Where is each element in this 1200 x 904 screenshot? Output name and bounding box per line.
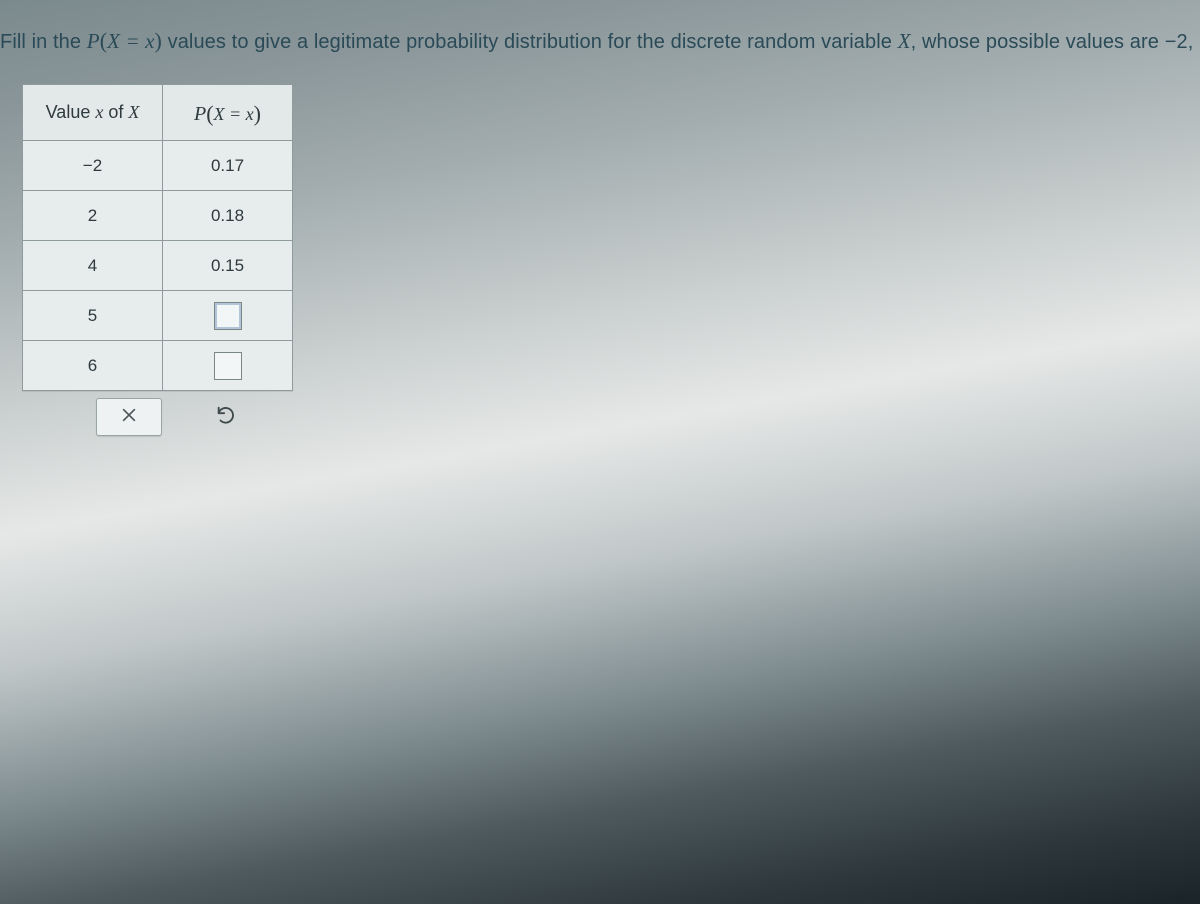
probability-table: Value x of X P(X = x) −2 0.17 2 0.18 4 0… [22, 84, 293, 391]
probability-input-5[interactable] [214, 302, 242, 330]
prompt-Xeqx: X = x [107, 29, 154, 53]
question-prompt: Fill in the P(X = x) values to give a le… [0, 28, 1200, 54]
table-row: 2 0.18 [23, 191, 293, 241]
table-header-row: Value x of X P(X = x) [23, 85, 293, 141]
prompt-Xvar: X [898, 29, 911, 53]
prompt-rparen: ) [155, 28, 162, 53]
prompt-text: Fill in the [0, 31, 87, 53]
table-row: −2 0.17 [23, 141, 293, 191]
cell-p-input [163, 291, 293, 341]
prompt-P: P [87, 29, 100, 53]
cell-p: 0.15 [163, 241, 293, 291]
prompt-vals: −2, 2, 4, 5, [1165, 31, 1200, 53]
table-body: −2 0.17 2 0.18 4 0.15 5 6 [23, 141, 293, 391]
header-p-rparen: ) [254, 101, 261, 126]
header-p-expr: X = x [214, 104, 254, 124]
clear-button[interactable] [96, 398, 162, 436]
header-x-pre: Value [46, 102, 96, 122]
prompt-tail1: , whose possible values are [911, 31, 1165, 53]
cell-x: 4 [23, 241, 163, 291]
table-row: 5 [23, 291, 293, 341]
prompt-mid: values to give a legitimate probability … [162, 31, 898, 53]
close-icon [119, 405, 139, 430]
cell-p: 0.18 [163, 191, 293, 241]
cell-p: 0.17 [163, 141, 293, 191]
cell-x: −2 [23, 141, 163, 191]
header-p-lparen: ( [206, 101, 213, 126]
cell-x: 6 [23, 341, 163, 391]
probability-input-6[interactable] [214, 352, 242, 380]
header-prob: P(X = x) [163, 85, 293, 141]
header-x-of: of [103, 102, 128, 122]
header-x-bigX: X [128, 102, 139, 122]
reset-button[interactable] [210, 401, 242, 433]
cell-x: 5 [23, 291, 163, 341]
header-value-x: Value x of X [23, 85, 163, 141]
cell-x: 2 [23, 191, 163, 241]
undo-icon [215, 404, 237, 431]
action-bar [96, 398, 242, 436]
header-p-P: P [194, 103, 206, 125]
table-row: 4 0.15 [23, 241, 293, 291]
table-row: 6 [23, 341, 293, 391]
cell-p-input [163, 341, 293, 391]
